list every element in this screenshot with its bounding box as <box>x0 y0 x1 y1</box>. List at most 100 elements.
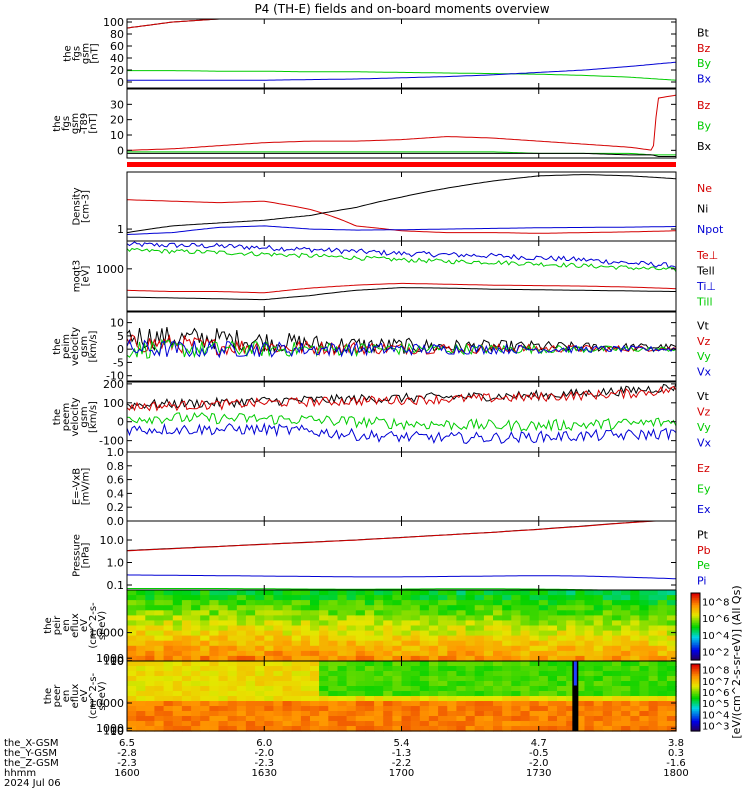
heatmap-cell <box>630 691 641 697</box>
colorbar-top-segment <box>691 654 700 658</box>
heatmap-cell <box>346 686 357 692</box>
heatmap-cell <box>584 590 595 596</box>
legend-vt: Vt <box>697 320 710 333</box>
heatmap-cell <box>639 721 650 727</box>
heatmap-cell <box>502 590 512 596</box>
heatmap-cell <box>127 701 137 707</box>
heatmap-cell <box>419 620 430 627</box>
heatmap-cell <box>465 661 476 667</box>
heatmap-cell <box>419 726 430 732</box>
heatmap-cell <box>328 640 339 647</box>
heatmap-cell <box>557 590 567 596</box>
heatmap-cell <box>163 676 174 682</box>
heatmap-cell <box>209 706 220 712</box>
heatmap-cell <box>209 691 220 697</box>
heatmap-cell <box>547 595 558 601</box>
heatmap-cell <box>209 640 220 647</box>
legend-by: By <box>697 57 712 70</box>
heatmap-cell <box>163 605 174 611</box>
heatmap-cell <box>438 595 448 601</box>
heatmap-cell <box>630 721 641 727</box>
heatmap-cell <box>282 605 293 611</box>
heatmap-cell <box>657 655 668 662</box>
heatmap-cell <box>520 661 531 667</box>
heatmap-cell <box>566 645 576 652</box>
heatmap-cell <box>337 696 348 702</box>
heatmap-cell <box>245 635 256 642</box>
heatmap-cell <box>227 650 238 657</box>
heatmap-cell <box>575 726 586 732</box>
legend-ez: Ez <box>697 462 710 475</box>
heatmap-cell <box>483 655 494 662</box>
heatmap-cell <box>502 635 512 642</box>
heatmap-cell <box>557 645 567 652</box>
heatmap-cell <box>630 655 641 662</box>
heatmap-cell <box>547 625 558 632</box>
heatmap-cell <box>474 645 485 652</box>
heatmap-cell <box>666 635 677 642</box>
heatmap-cell <box>602 600 613 606</box>
heatmap-cell <box>493 610 503 616</box>
heatmap-cell <box>483 681 494 687</box>
heatmap-cell <box>163 590 174 596</box>
heatmap-cell <box>383 706 393 712</box>
heatmap-cell <box>172 686 183 692</box>
heatmap-cell <box>612 625 622 632</box>
heatmap-cell <box>520 625 531 632</box>
heatmap-cell <box>474 716 485 722</box>
heatmap-cell <box>419 671 430 677</box>
heatmap-cell <box>127 615 137 622</box>
y-tick-label: 40 <box>110 52 124 65</box>
heatmap-cell <box>200 630 210 637</box>
heatmap-cell <box>291 650 302 657</box>
colorbar-bottom-tick-label: 10^8 <box>702 666 729 677</box>
heatmap-cell <box>538 630 549 637</box>
y-tick-label: 0.0 <box>107 515 125 528</box>
heatmap-cell <box>474 726 485 732</box>
heatmap-cell <box>291 686 302 692</box>
heatmap-cell <box>602 706 613 712</box>
y-axis-label: [mV/m] <box>81 468 92 506</box>
heatmap-cell <box>273 726 284 732</box>
heatmap-cell <box>136 666 146 672</box>
heatmap-cell <box>447 655 458 662</box>
heatmap-cell <box>401 635 412 642</box>
heatmap-cell <box>245 620 256 627</box>
heatmap-cell <box>639 706 650 712</box>
heatmap-cell <box>374 686 384 692</box>
heatmap-cell <box>456 630 467 637</box>
heatmap-cell <box>493 640 503 647</box>
heatmap-cell <box>310 661 320 667</box>
heatmap-cell <box>172 661 183 667</box>
heatmap-cell <box>383 681 393 687</box>
x-tick-label: 1700 <box>389 768 414 779</box>
heatmap-cell <box>136 590 146 596</box>
heatmap-cell <box>255 726 265 732</box>
heatmap-cell <box>245 595 256 601</box>
heatmap-cell <box>364 645 375 652</box>
heatmap-cell <box>529 671 540 677</box>
heatmap-cell <box>547 630 558 637</box>
heatmap-cell <box>602 590 613 596</box>
heatmap-cell <box>401 721 412 727</box>
heatmap-cell <box>245 630 256 637</box>
heatmap-cell <box>319 620 329 627</box>
heatmap-cell <box>227 620 238 627</box>
heatmap-cell <box>529 661 540 667</box>
heatmap-cell <box>227 711 238 717</box>
legend-bx: Bx <box>697 72 712 85</box>
heatmap-cell <box>145 676 156 682</box>
heatmap-cell <box>447 645 458 652</box>
heatmap-cell <box>612 696 622 702</box>
heatmap-cell <box>538 640 549 647</box>
heatmap-cell <box>282 640 293 647</box>
heatmap-cell <box>465 681 476 687</box>
heatmap-cell <box>557 691 567 697</box>
heatmap-cell <box>538 645 549 652</box>
colorbar-top-segment <box>691 644 700 648</box>
heatmap-cell <box>236 630 247 637</box>
heatmap-cell <box>209 726 220 732</box>
heatmap-cell <box>172 650 183 657</box>
heatmap-cell <box>410 595 421 601</box>
